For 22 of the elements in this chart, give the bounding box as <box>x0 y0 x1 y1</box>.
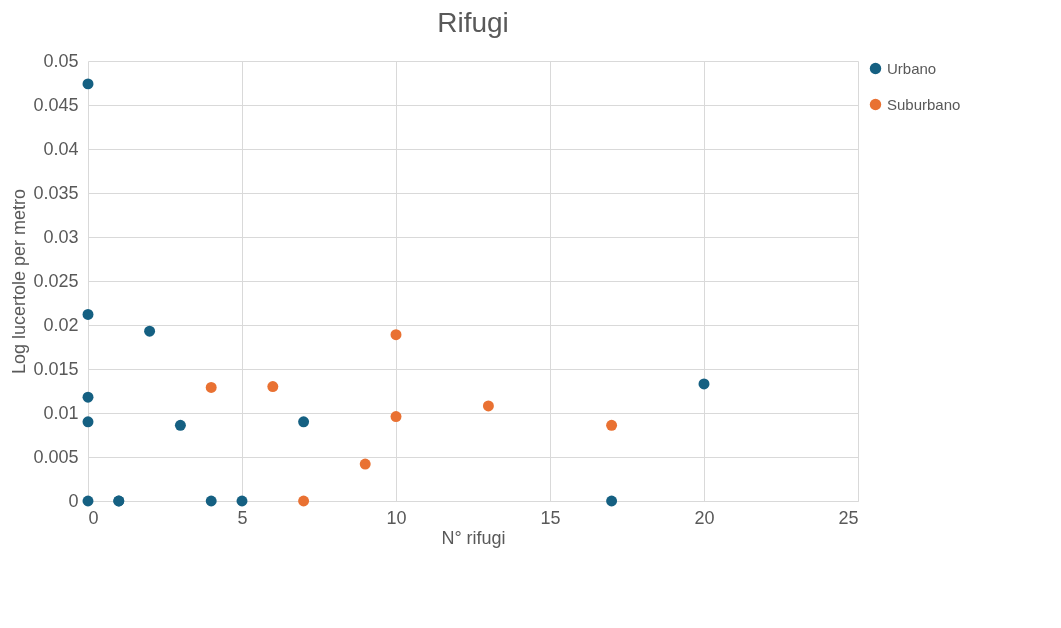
y-tick-label: 0 <box>68 490 79 511</box>
y-tick-label: 0.025 <box>33 270 79 291</box>
y-tick-label: 0.035 <box>33 182 79 203</box>
legend-label: Suburbano <box>887 95 961 113</box>
x-tick-label: 20 <box>694 507 715 528</box>
x-axis-title: N° rifugi <box>441 527 506 548</box>
x-tick-label: 10 <box>386 507 407 528</box>
x-tick-label: 25 <box>838 507 859 528</box>
chart-title: Rifugi <box>437 7 509 38</box>
y-tick-label: 0.04 <box>43 138 79 159</box>
x-tick-label: 5 <box>237 507 248 528</box>
y-tick-label: 0.005 <box>33 446 79 467</box>
y-tick-label: 0.05 <box>43 50 79 71</box>
y-tick-label: 0.02 <box>43 314 79 335</box>
y-tick-label: 0.045 <box>33 94 79 115</box>
x-tick-label: 15 <box>540 507 561 528</box>
y-axis-title: Log lucertole per metro <box>9 188 30 375</box>
y-tick-label: 0.015 <box>33 358 79 379</box>
y-tick-label: 0.01 <box>43 402 79 423</box>
x-tick-label: 0 <box>88 507 99 528</box>
y-tick-label: 0.03 <box>43 226 79 247</box>
legend-label: Urbano <box>887 59 937 77</box>
